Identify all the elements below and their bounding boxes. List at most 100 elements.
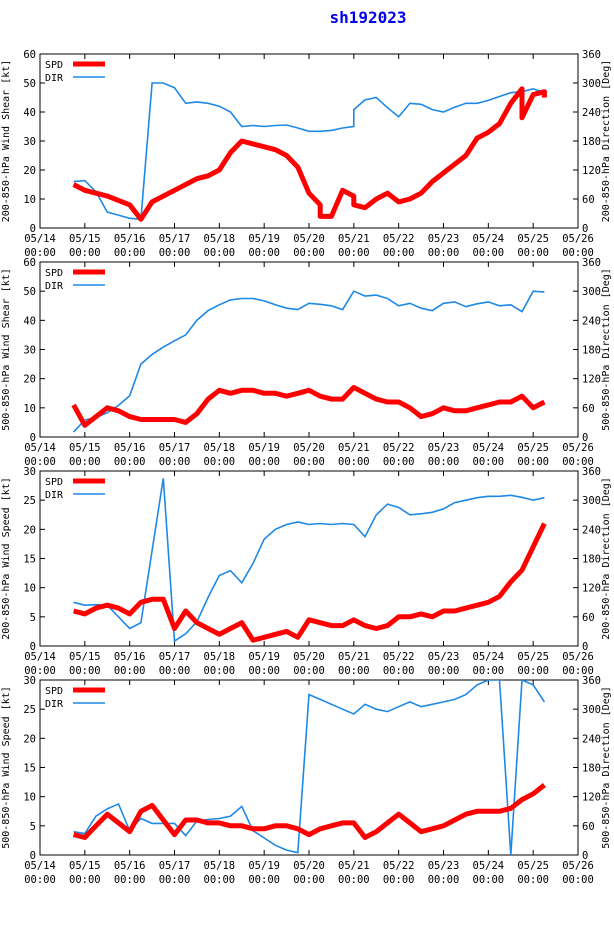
x-tick-label-date: 05/20 (293, 233, 325, 245)
x-tick-label-date: 05/23 (428, 442, 460, 454)
x-tick-label-time: 00:00 (383, 874, 415, 886)
y-tick-label-right: 120 (582, 374, 601, 386)
x-tick-label-date: 05/20 (293, 651, 325, 663)
y-tick-label-left: 40 (23, 107, 36, 119)
x-tick-label-date: 05/21 (338, 442, 370, 454)
y-tick-label-right: 360 (582, 257, 601, 269)
plot-frame (39, 679, 579, 856)
x-tick-label-time: 00:00 (473, 247, 505, 259)
x-tick-label-date: 05/18 (204, 442, 236, 454)
x-tick-label-time: 00:00 (428, 665, 460, 677)
series-line-spd (72, 783, 546, 840)
x-tick-label-time: 00:00 (69, 456, 101, 468)
y-tick-label-left: 0 (30, 223, 36, 235)
y-tick-label-left: 20 (23, 524, 36, 536)
y-tick-label-left: 20 (23, 374, 36, 386)
x-tick-label-time: 00:00 (517, 665, 549, 677)
x-tick-label-time: 00:00 (338, 247, 370, 259)
y-tick-label-left: 40 (23, 315, 36, 327)
legend-label-spd: SPD (45, 60, 63, 71)
y-tick-label-right: 0 (582, 850, 588, 862)
x-tick-label-date: 05/23 (428, 651, 460, 663)
legend-label-spd: SPD (45, 268, 63, 279)
x-tick-label-time: 00:00 (293, 247, 325, 259)
legend-label-dir: DIR (45, 699, 64, 710)
y-tick-label-right: 60 (582, 821, 595, 833)
x-tick-label-time: 00:00 (69, 874, 101, 886)
y-axis-title-left: 200-850-hPa Wind Shear [kt] (1, 60, 12, 223)
x-tick-label-time: 00:00 (24, 874, 56, 886)
series-line-dir (73, 290, 545, 433)
x-tick-label-time: 00:00 (204, 456, 236, 468)
legend-label-dir: DIR (45, 73, 64, 84)
x-tick-label-date: 05/21 (338, 860, 370, 872)
x-tick-label-date: 05/23 (428, 233, 460, 245)
x-tick-label-date: 05/19 (248, 651, 280, 663)
x-tick-label-date: 05/22 (383, 233, 415, 245)
y-tick-label-left: 10 (23, 403, 36, 415)
x-tick-label-date: 05/24 (473, 860, 505, 872)
x-tick-label-time: 00:00 (24, 665, 56, 677)
x-tick-label-date: 05/25 (517, 233, 549, 245)
y-tick-label-right: 120 (582, 165, 601, 177)
x-tick-label-time: 00:00 (562, 456, 594, 468)
y-tick-label-right: 240 (582, 315, 601, 327)
y-tick-label-right: 240 (582, 733, 601, 745)
series-line-dir (73, 82, 545, 221)
series-line-spd (71, 384, 546, 428)
x-tick-label-time: 00:00 (383, 665, 415, 677)
x-tick-label-time: 00:00 (248, 874, 280, 886)
y-tick-label-left: 20 (23, 165, 36, 177)
x-tick-label-date: 05/26 (562, 233, 594, 245)
x-tick-label-date: 05/14 (24, 651, 56, 663)
legend-label-dir: DIR (45, 490, 64, 501)
y-tick-label-right: 60 (582, 194, 595, 206)
x-tick-label-time: 00:00 (24, 247, 56, 259)
y-tick-label-right: 120 (582, 792, 601, 804)
x-tick-label-time: 00:00 (338, 456, 370, 468)
x-tick-label-date: 05/25 (517, 651, 549, 663)
x-tick-label-time: 00:00 (428, 874, 460, 886)
legend-label-spd: SPD (45, 477, 63, 488)
y-tick-label-right: 0 (582, 641, 588, 653)
x-tick-label-time: 00:00 (114, 874, 146, 886)
y-tick-label-left: 5 (30, 821, 36, 833)
x-tick-label-date: 05/14 (24, 233, 56, 245)
y-tick-label-right: 360 (582, 49, 601, 61)
x-tick-label-time: 00:00 (517, 874, 549, 886)
chart-panel-500-850-speed: 05/14 00:00 05/15 00:00 05/16 00:00 05/17 00:00… (1, 675, 612, 886)
series-line-spd (72, 86, 547, 222)
x-tick-label-date: 05/15 (69, 860, 101, 872)
x-tick-label-date: 05/25 (517, 860, 549, 872)
x-tick-label-time: 00:00 (248, 456, 280, 468)
x-tick-label-date: 05/15 (69, 651, 101, 663)
y-tick-label-left: 30 (23, 675, 36, 687)
x-tick-label-date: 05/22 (383, 442, 415, 454)
x-tick-label-date: 05/19 (248, 860, 280, 872)
x-tick-label-date: 05/26 (562, 442, 594, 454)
legend-label-spd: SPD (45, 686, 63, 697)
y-tick-label-left: 0 (30, 432, 36, 444)
legend-label-dir: DIR (45, 281, 64, 292)
y-axis-title-left: 200-850-hPa Wind Speed [kt] (1, 477, 12, 640)
x-tick-label-date: 05/24 (473, 651, 505, 663)
y-tick-label-right: 300 (582, 495, 601, 507)
x-tick-label-time: 00:00 (204, 247, 236, 259)
x-tick-label-date: 05/21 (338, 651, 370, 663)
y-tick-label-left: 25 (23, 495, 36, 507)
x-tick-label-time: 00:00 (428, 456, 460, 468)
x-tick-label-date: 05/17 (159, 233, 191, 245)
x-tick-label-time: 00:00 (473, 665, 505, 677)
x-tick-label-date: 05/17 (159, 860, 191, 872)
y-tick-label-left: 50 (23, 286, 36, 298)
y-tick-label-left: 20 (23, 733, 36, 745)
x-tick-label-time: 00:00 (562, 247, 594, 259)
y-tick-label-left: 30 (23, 345, 36, 357)
y-tick-label-right: 360 (582, 675, 601, 687)
x-tick-label-time: 00:00 (562, 874, 594, 886)
y-tick-label-left: 30 (23, 136, 36, 148)
x-tick-label-date: 05/15 (69, 233, 101, 245)
x-tick-label-time: 00:00 (114, 665, 146, 677)
x-tick-label-date: 05/15 (69, 442, 101, 454)
